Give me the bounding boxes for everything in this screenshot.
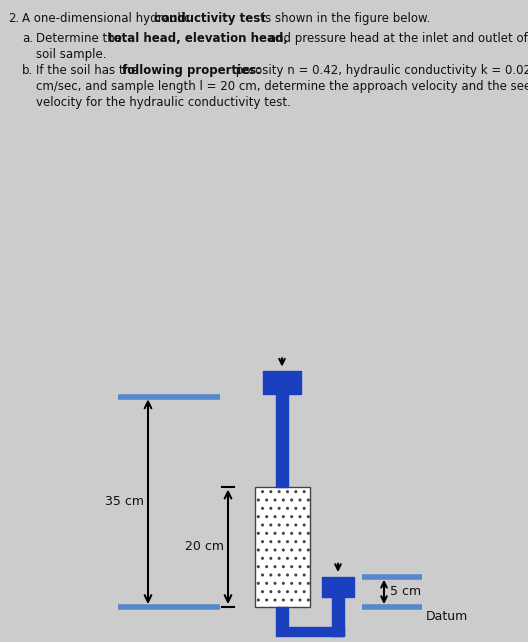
Text: conductivity test: conductivity test [154,12,266,25]
Bar [322,577,354,597]
Text: Determine the: Determine the [36,32,126,45]
Bar [255,487,310,607]
Text: total head, elevation head,: total head, elevation head, [108,32,288,45]
Text: If the soil has the: If the soil has the [36,64,142,77]
Text: following properties:: following properties: [122,64,261,77]
Text: and pressure head at the inlet and outlet of the: and pressure head at the inlet and outle… [265,32,528,45]
Text: velocity for the hydraulic conductivity test.: velocity for the hydraulic conductivity … [36,96,291,109]
Bar [263,372,301,394]
Text: is shown in the figure below.: is shown in the figure below. [258,12,430,25]
Bar [276,394,288,487]
Text: Datum: Datum [426,610,468,623]
Text: 5 cm: 5 cm [390,586,421,598]
Text: 2.: 2. [8,12,19,25]
Text: a.: a. [22,32,33,45]
Text: b.: b. [22,64,33,77]
Text: 35 cm: 35 cm [105,495,144,508]
Text: cm/sec, and sample length l = 20 cm, determine the approach velocity and the see: cm/sec, and sample length l = 20 cm, det… [36,80,528,93]
Text: soil sample.: soil sample. [36,48,107,61]
Text: A one-dimensional hydraulic: A one-dimensional hydraulic [22,12,194,25]
Text: porosity n = 0.42, hydraulic conductivity k = 0.025: porosity n = 0.42, hydraulic conductivit… [232,64,528,77]
Text: 20 cm: 20 cm [185,541,224,553]
Bar [276,607,288,627]
Bar [332,597,344,636]
Bar [276,627,344,636]
